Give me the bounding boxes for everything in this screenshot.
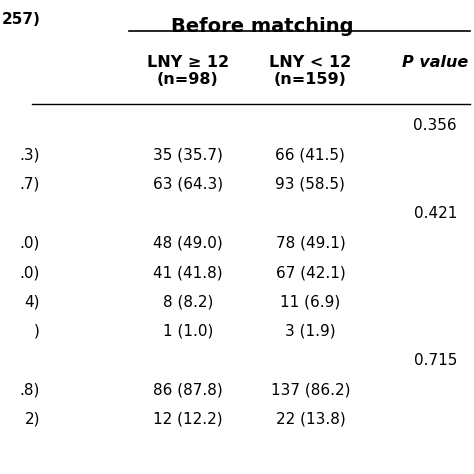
Text: LNY ≥ 12
(n=98): LNY ≥ 12 (n=98) bbox=[146, 55, 229, 87]
Text: 2): 2) bbox=[25, 412, 40, 427]
Text: 93 (58.5): 93 (58.5) bbox=[275, 177, 346, 192]
Text: 48 (49.0): 48 (49.0) bbox=[153, 236, 223, 251]
Text: 8 (8.2): 8 (8.2) bbox=[163, 294, 213, 310]
Text: 1 (1.0): 1 (1.0) bbox=[163, 324, 213, 339]
Text: ): ) bbox=[34, 324, 40, 339]
Text: .0): .0) bbox=[20, 265, 40, 280]
Text: 11 (6.9): 11 (6.9) bbox=[280, 294, 340, 310]
Text: 0.715: 0.715 bbox=[413, 353, 457, 368]
Text: 63 (64.3): 63 (64.3) bbox=[153, 177, 223, 192]
Text: .7): .7) bbox=[20, 177, 40, 192]
Text: 35 (35.7): 35 (35.7) bbox=[153, 147, 223, 163]
Text: 12 (12.2): 12 (12.2) bbox=[153, 412, 223, 427]
Text: 41 (41.8): 41 (41.8) bbox=[153, 265, 223, 280]
Text: P value: P value bbox=[402, 55, 468, 70]
Text: 0.356: 0.356 bbox=[413, 118, 457, 133]
Text: 3 (1.9): 3 (1.9) bbox=[285, 324, 336, 339]
Text: 67 (42.1): 67 (42.1) bbox=[275, 265, 345, 280]
Text: 78 (49.1): 78 (49.1) bbox=[275, 236, 345, 251]
Text: 137 (86.2): 137 (86.2) bbox=[271, 383, 350, 398]
Text: 86 (87.8): 86 (87.8) bbox=[153, 383, 223, 398]
Text: LNY < 12
(n=159): LNY < 12 (n=159) bbox=[269, 55, 352, 87]
Text: Before matching: Before matching bbox=[171, 17, 354, 36]
Text: 257): 257) bbox=[1, 12, 40, 27]
Text: .8): .8) bbox=[20, 383, 40, 398]
Text: 66 (41.5): 66 (41.5) bbox=[275, 147, 346, 163]
Text: 0.421: 0.421 bbox=[413, 206, 457, 221]
Text: 22 (13.8): 22 (13.8) bbox=[275, 412, 345, 427]
Text: .3): .3) bbox=[19, 147, 40, 163]
Text: .0): .0) bbox=[20, 236, 40, 251]
Text: 4): 4) bbox=[25, 294, 40, 310]
